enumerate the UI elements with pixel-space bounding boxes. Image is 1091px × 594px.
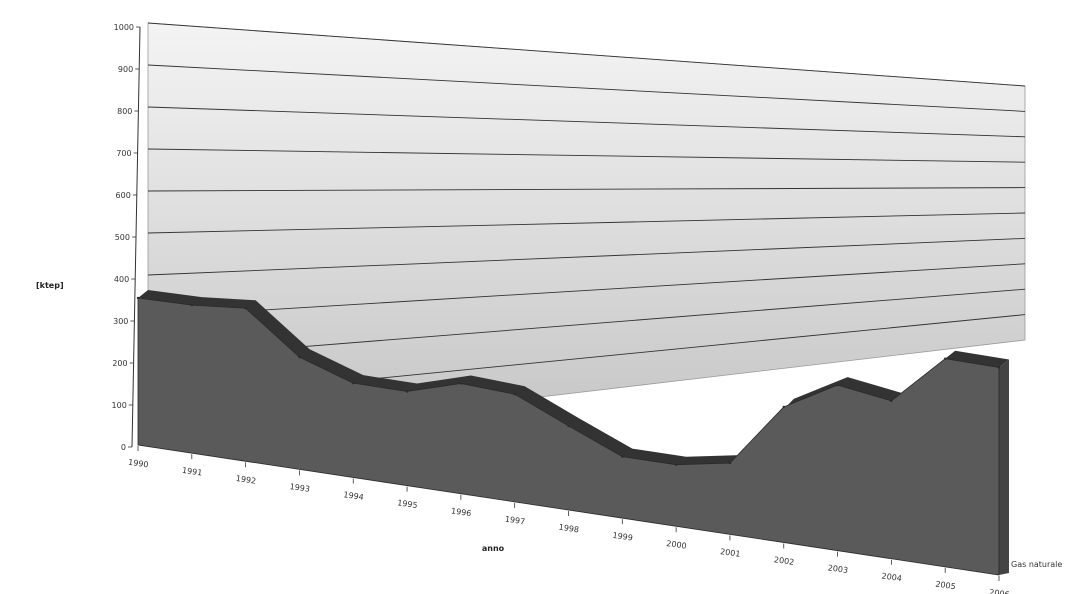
x-tick-label-1998: 1998 xyxy=(558,523,579,535)
gridline-800 xyxy=(147,106,1026,138)
data-point-1991 xyxy=(190,303,194,307)
x-tick-label-2000: 2000 xyxy=(666,539,687,551)
x-tick-label-2005: 2005 xyxy=(935,580,956,592)
data-point-1993 xyxy=(298,355,301,359)
data-point-2006 xyxy=(997,366,1001,369)
gridline-300 xyxy=(147,263,1026,318)
y-tick-labels: 0 100 200 300 400 500 600 700 800 900 1000 xyxy=(112,23,140,452)
y-tick-label-300: 300 xyxy=(113,317,128,326)
x-axis-title: anno xyxy=(482,544,505,553)
x-tick-label-2006: 2006 xyxy=(989,588,1010,594)
data-point-1992 xyxy=(244,307,247,310)
gridline-700 xyxy=(147,148,1026,163)
gridline-900 xyxy=(147,64,1026,112)
x-tick-label-2004: 2004 xyxy=(881,571,902,583)
data-point-1998 xyxy=(567,424,570,428)
y-tick-label-400: 400 xyxy=(114,275,129,284)
gridline-500 xyxy=(147,212,1026,234)
x-tick-label-1995: 1995 xyxy=(397,498,418,510)
gridline-600 xyxy=(147,187,1026,192)
y-tick-label-700: 700 xyxy=(116,149,131,158)
y-axis-title: [ktep] xyxy=(36,281,64,290)
x-tick-labels: 1990 1991 1992 1993 1994 1995 1996 1997 1998 1999… xyxy=(128,446,1010,594)
data-point-1990 xyxy=(136,296,140,300)
area-front-face xyxy=(137,297,1000,576)
x-tick-label-2002: 2002 xyxy=(773,555,794,567)
x-tick-label-1997: 1997 xyxy=(504,515,525,527)
y-tick-label-500: 500 xyxy=(115,233,130,242)
data-point-2005 xyxy=(943,357,947,360)
data-point-2000 xyxy=(674,463,678,466)
data-point-2003 xyxy=(836,383,839,387)
gridline-1000 xyxy=(147,22,1026,87)
y-tick-label-200: 200 xyxy=(112,359,127,368)
data-point-1997 xyxy=(513,392,516,396)
y-tick-label-0: 0 xyxy=(121,443,126,452)
x-tick-label-1993: 1993 xyxy=(289,482,310,494)
y-tick-label-600: 600 xyxy=(116,191,131,200)
y-tick-label-100: 100 xyxy=(112,401,127,410)
x-tick-label-1991: 1991 xyxy=(181,466,202,478)
x-tick-label-2003: 2003 xyxy=(827,563,848,575)
data-point-1996 xyxy=(459,382,463,385)
series-label-gas-naturale: Gas naturale xyxy=(1011,560,1062,569)
y-tick-label-1000: 1000 xyxy=(114,23,134,32)
y-tick-label-900: 900 xyxy=(118,65,133,74)
data-point-1999 xyxy=(621,455,624,458)
x-tick-label-1996: 1996 xyxy=(451,506,472,518)
x-tick-label-1992: 1992 xyxy=(235,474,256,486)
series-area xyxy=(136,290,1009,576)
x-tick-label-1999: 1999 xyxy=(612,531,633,543)
data-point-2004 xyxy=(890,399,893,403)
data-point-1994 xyxy=(352,381,355,385)
x-tick-label-2001: 2001 xyxy=(720,547,741,559)
data-point-2001 xyxy=(728,461,732,465)
data-point-1995 xyxy=(405,390,409,393)
y-tick-label-800: 800 xyxy=(117,107,132,116)
x-tick-label-1994: 1994 xyxy=(343,490,364,502)
x-tick-label-1990: 1990 xyxy=(128,458,149,470)
gridline-400 xyxy=(147,237,1026,276)
gridlines xyxy=(147,22,1026,402)
data-point-2002 xyxy=(782,405,785,409)
area-side-face xyxy=(999,359,1009,575)
